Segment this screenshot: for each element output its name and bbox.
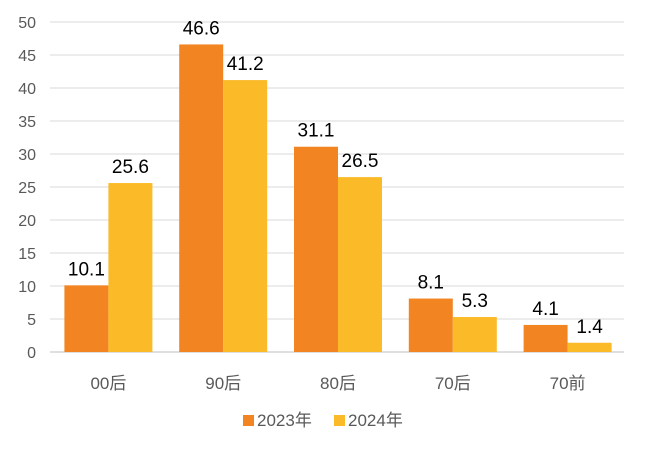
y-axis: 0 5 10 15 20 25 30 35 40 45 50 bbox=[18, 15, 36, 362]
y-tick-label: 50 bbox=[18, 15, 36, 32]
bars bbox=[64, 44, 612, 352]
bar-series2 bbox=[338, 177, 382, 352]
legend-label: 2024年 bbox=[348, 411, 403, 430]
y-tick-label: 30 bbox=[18, 147, 36, 164]
bar-series2 bbox=[223, 80, 268, 352]
bar-series2 bbox=[567, 342, 612, 352]
y-tick-label: 0 bbox=[27, 345, 36, 362]
legend-swatch bbox=[334, 415, 345, 426]
x-tick-label: 90后 bbox=[205, 374, 241, 393]
legend: 2023年 2024年 bbox=[243, 411, 403, 430]
data-label: 46.6 bbox=[183, 18, 220, 39]
data-label: 25.6 bbox=[112, 157, 149, 178]
y-tick-label: 40 bbox=[18, 81, 36, 98]
data-label: 26.5 bbox=[342, 151, 379, 172]
y-tick-label: 20 bbox=[18, 213, 36, 230]
y-tick-label: 45 bbox=[18, 48, 36, 65]
data-label: 31.1 bbox=[298, 121, 335, 142]
bar-series2 bbox=[452, 317, 497, 352]
x-tick-label: 80后 bbox=[320, 374, 356, 393]
y-tick-label: 15 bbox=[18, 246, 36, 263]
data-labels: 10.1 25.6 46.6 41.2 31.1 26.5 8.1 5.3 4.1 1.4 bbox=[68, 18, 603, 337]
bar-series1 bbox=[64, 285, 109, 352]
x-tick-label: 00后 bbox=[90, 374, 126, 393]
bar-series1 bbox=[294, 146, 338, 352]
bar-series1 bbox=[523, 324, 568, 352]
y-tick-label: 10 bbox=[18, 279, 36, 296]
data-label: 41.2 bbox=[227, 54, 264, 75]
bar-series2 bbox=[108, 183, 153, 352]
data-label: 10.1 bbox=[68, 259, 105, 280]
legend-swatch bbox=[243, 415, 254, 426]
x-tick-label: 70前 bbox=[550, 374, 586, 393]
data-label: 8.1 bbox=[418, 273, 444, 294]
y-tick-label: 25 bbox=[18, 180, 36, 197]
data-label: 4.1 bbox=[532, 299, 558, 320]
data-label: 1.4 bbox=[576, 317, 603, 338]
bar-series1 bbox=[179, 44, 224, 352]
data-label: 5.3 bbox=[462, 291, 488, 312]
x-axis: 00后 90后 80后 70后 70前 bbox=[90, 374, 585, 393]
y-tick-label: 5 bbox=[27, 312, 36, 329]
x-tick-label: 70后 bbox=[435, 374, 471, 393]
y-tick-label: 35 bbox=[18, 114, 36, 131]
legend-label: 2023年 bbox=[257, 411, 312, 430]
bar-series1 bbox=[408, 298, 453, 352]
